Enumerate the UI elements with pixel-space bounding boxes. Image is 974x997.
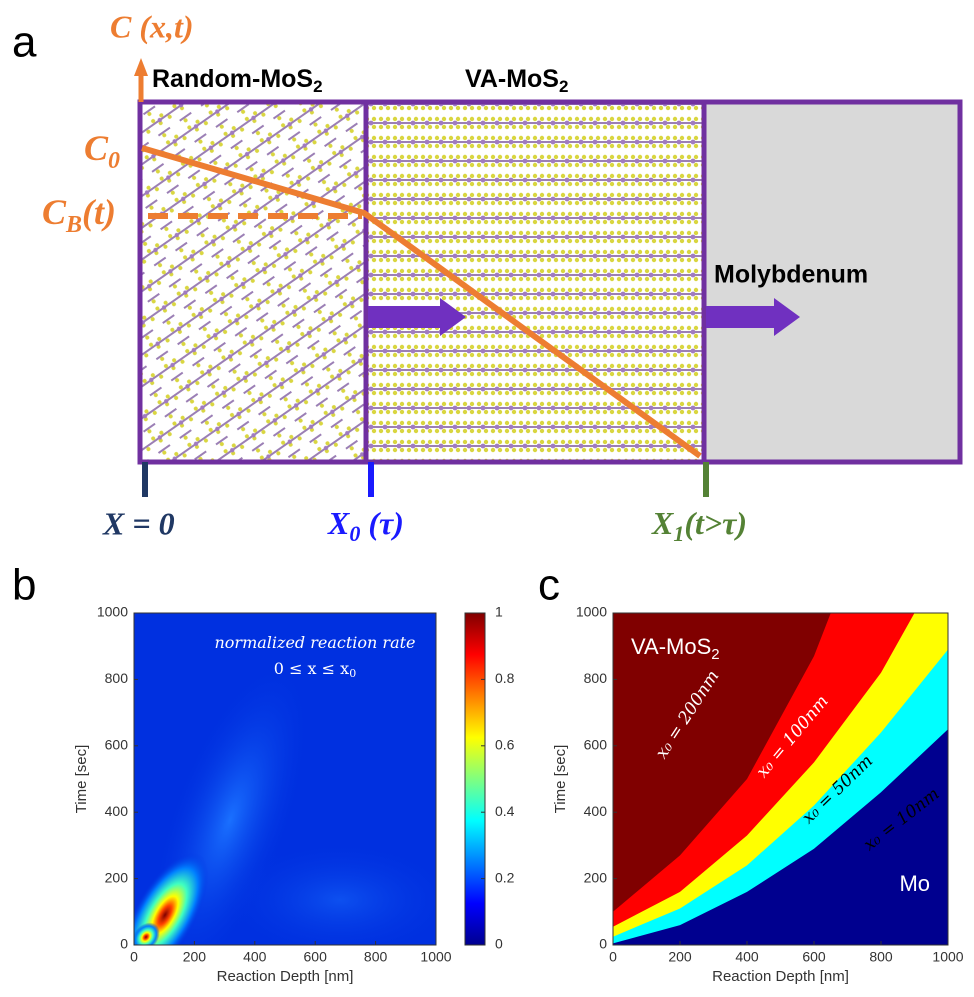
y-tick-label: 600 (584, 737, 608, 753)
y-tick-label: 600 (105, 737, 129, 753)
colorbar (465, 613, 485, 945)
colorbar-tick-label: 0.8 (495, 670, 515, 686)
x-axis-label: Reaction Depth [nm] (217, 968, 354, 985)
annotation-line: normalized reaction rate (214, 633, 415, 652)
x-tick-label: 400 (243, 949, 267, 965)
x-tau-main: X (327, 505, 350, 541)
va-sub: 2 (559, 77, 568, 96)
colorbar-tick-label: 0.6 (495, 737, 515, 753)
x-tick-label: 0 (130, 949, 138, 965)
x-tick-label: 600 (802, 949, 826, 965)
annotation: normalized reaction rate (214, 633, 415, 652)
x-tick-label: 600 (304, 949, 328, 965)
panel-label: a (12, 18, 37, 67)
x-tau-sub: 0 (349, 521, 360, 546)
x-zero-label: X = 0 (102, 505, 175, 541)
x-one-label: X1(t>τ) (651, 505, 747, 546)
y-tick-label: 0 (599, 936, 607, 952)
region-label: Mo (899, 871, 930, 896)
x-one-rest: (t>τ) (684, 505, 747, 541)
x-tick-label: 800 (364, 949, 388, 965)
colorbar-tick-label: 0.4 (495, 803, 515, 819)
cb-sub: B (65, 212, 82, 238)
va-region (366, 104, 704, 460)
c0-main: C (84, 128, 109, 168)
panel-label: b (12, 561, 36, 610)
annotation-line: 0 ≤ x ≤ x (274, 659, 349, 678)
y-tick-label: 400 (105, 803, 129, 819)
x-tick-label: 400 (735, 949, 759, 965)
y-axis-label: Time [sec] (552, 745, 569, 814)
molybdenum-label: Molybdenum (714, 261, 868, 289)
va-label: VA-MoS2 (465, 65, 568, 97)
annotation-sub: 0 (349, 667, 356, 680)
x-tick-label: 0 (609, 949, 617, 965)
y-axis-label: Time [sec] (73, 745, 90, 814)
colorbar-tick-label: 0 (495, 936, 503, 952)
colorbar-tick-label: 0.2 (495, 869, 515, 885)
x-one-main: X (651, 505, 674, 541)
c0-label: C0 (84, 128, 120, 173)
x-axis-label: Reaction Depth [nm] (712, 968, 849, 985)
regions (613, 613, 948, 945)
figure: a C (x,t) C0 CB(t) Random-MoS2 VA-MoS2 M… (0, 0, 974, 997)
y-tick-label: 1000 (576, 604, 607, 620)
random-main: Random-MoS (152, 65, 313, 93)
cb-rest: (t) (82, 192, 116, 232)
cb-label: CB(t) (42, 192, 116, 237)
random-label: Random-MoS2 (152, 65, 323, 97)
cb-main: C (42, 192, 67, 232)
colorbar-tick-label: 1 (495, 604, 503, 620)
c0-sub: 0 (108, 148, 120, 174)
y-tick-label: 200 (584, 869, 608, 885)
y-tick-label: 800 (105, 670, 129, 686)
arrow-head (134, 58, 148, 76)
concentration-axis-label: C (x,t) (110, 8, 194, 44)
y-tick-label: 200 (105, 869, 129, 885)
region-label-main: VA-MoS (631, 634, 711, 659)
y-tick-label: 1000 (97, 604, 128, 620)
x-tick-label: 200 (668, 949, 692, 965)
va-main: VA-MoS (465, 65, 559, 93)
region-label-sub: 2 (711, 646, 719, 663)
random-sub: 2 (313, 77, 322, 96)
x-tick-label: 200 (183, 949, 207, 965)
panel-label: c (538, 561, 560, 610)
x-tau-label: X0 (τ) (327, 505, 404, 546)
y-tick-label: 400 (584, 803, 608, 819)
x-tau-rest: (τ) (360, 505, 404, 541)
y-tick-label: 800 (584, 670, 608, 686)
region-label: VA-MoS2 (631, 634, 720, 663)
x-tick-label: 1000 (420, 949, 451, 965)
y-tick-label: 0 (120, 936, 128, 952)
x-tick-label: 800 (869, 949, 893, 965)
x-tick-label: 1000 (932, 949, 963, 965)
annotation: 0 ≤ x ≤ x0 (274, 659, 356, 681)
x-one-sub: 1 (673, 521, 684, 546)
